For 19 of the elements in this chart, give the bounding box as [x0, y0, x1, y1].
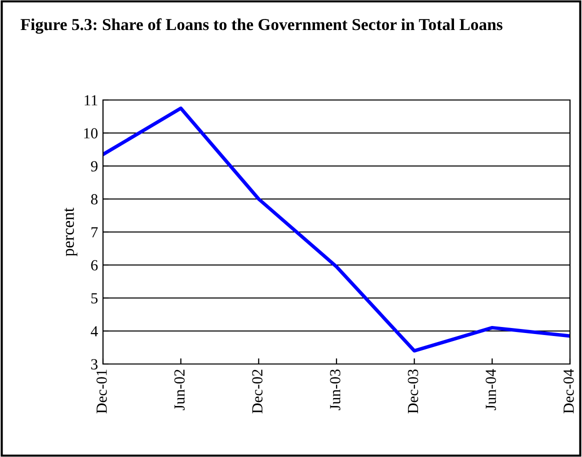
chart-title: Figure 5.3: Share of Loans to the Government Sector in Total Loans: [20, 18, 502, 34]
y-tick-label: 6: [91, 260, 98, 270]
x-tick-label: Jun-03: [330, 369, 340, 410]
y-axis-title: percent: [64, 208, 78, 256]
y-tick-label: 5: [91, 293, 98, 304]
x-tick-label: Jun-04: [486, 369, 496, 410]
y-tick-label: 3: [91, 359, 98, 370]
y-tick-label: 4: [90, 326, 98, 336]
x-tick-label: Dec-02: [252, 370, 262, 414]
x-tick-label: Jun-02: [174, 370, 185, 410]
y-tick-label: 8: [91, 194, 98, 204]
y-tick-label: 7: [92, 227, 98, 238]
y-tick-label: 11: [84, 95, 98, 106]
x-tick-label: Dec-01: [96, 370, 107, 414]
y-tick-label: 10: [84, 128, 98, 138]
x-tick-label: Dec-04: [564, 369, 574, 414]
x-tick-label: Dec-03: [408, 369, 418, 414]
line-series: [103, 106, 570, 353]
y-tick-label: 9: [90, 161, 98, 172]
